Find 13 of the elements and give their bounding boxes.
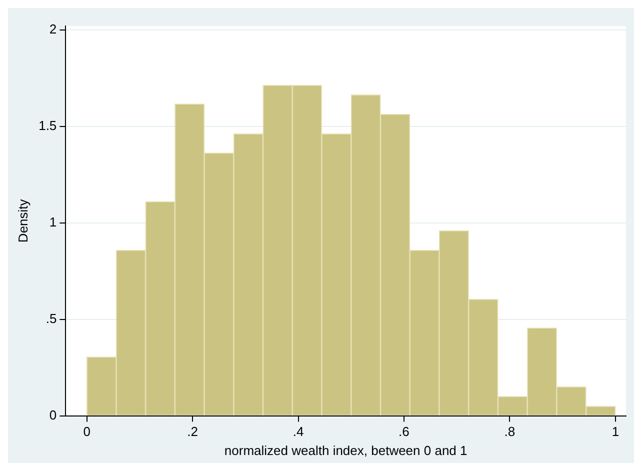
x-tick-label: 0 [83,424,90,440]
x-tick-label: .2 [187,424,198,440]
y-axis-title: Density [15,198,30,243]
x-tick-label: .4 [292,424,304,440]
y-tick-label: 1.5 [38,118,57,133]
x-tick-label: .8 [504,424,516,440]
x-tick-label: 1 [612,424,620,440]
x-axis-title: normalized wealth index, between 0 and 1 [224,442,468,458]
y-tick-label: 1 [49,214,57,230]
y-tick-label: 0 [49,407,57,422]
x-tick-label: .6 [398,424,410,440]
y-tick-label: 2 [49,21,57,36]
y-tick-label: .5 [46,310,57,326]
